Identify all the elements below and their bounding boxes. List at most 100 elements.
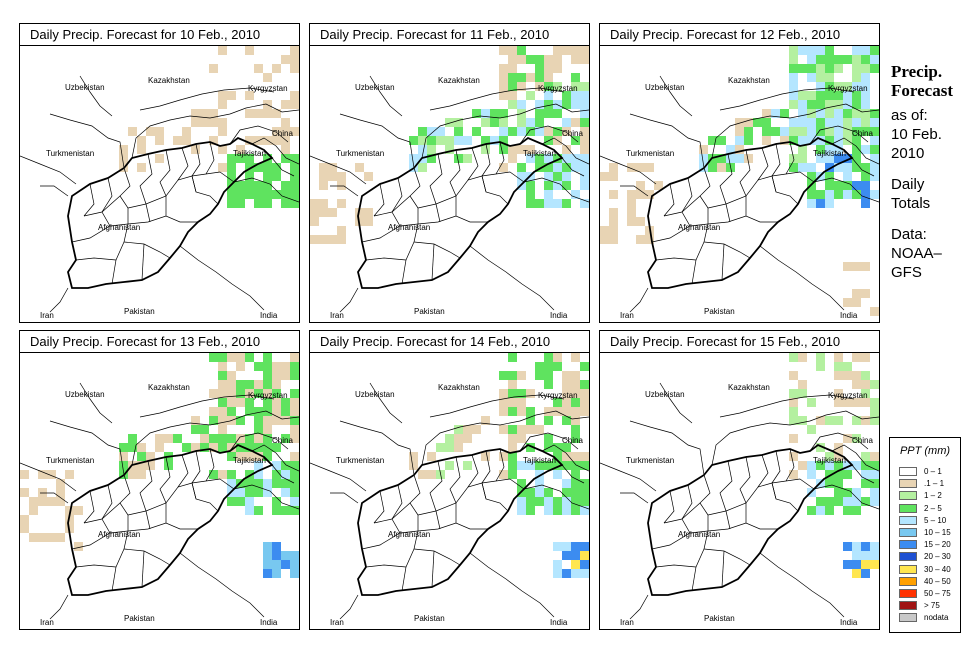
precip-cell — [200, 425, 209, 434]
precip-cell — [254, 425, 263, 434]
precip-cell — [553, 82, 562, 91]
precip-cell — [236, 353, 245, 362]
precip-cell — [281, 371, 290, 380]
boundary-line — [495, 141, 505, 175]
precip-cell — [843, 470, 852, 479]
precip-cell — [834, 416, 843, 425]
panel-title: Daily Precip. Forecast for 13 Feb., 2010 — [20, 331, 299, 353]
precip-cell — [290, 398, 299, 407]
precip-cell — [146, 127, 155, 136]
boundary-line — [159, 149, 171, 197]
precip-cell — [571, 91, 580, 100]
precip-cell — [834, 55, 843, 64]
precip-cell — [463, 154, 472, 163]
boundary-line — [127, 478, 221, 516]
panel-title: Daily Precip. Forecast for 11 Feb., 2010 — [310, 24, 589, 46]
precip-cell — [200, 434, 209, 443]
country-label-turkmenistan: Turkmenistan — [46, 456, 94, 465]
boundary-line — [219, 478, 235, 490]
precip-cell — [535, 73, 544, 82]
precip-cell — [218, 353, 227, 362]
precip-cell — [47, 470, 56, 479]
precip-cell — [544, 127, 553, 136]
precip-cell — [463, 434, 472, 443]
boundary-line — [813, 177, 879, 203]
precip-cell — [861, 353, 870, 362]
boundary-line — [629, 287, 649, 313]
boundary-line — [449, 456, 461, 504]
precip-cell — [861, 289, 870, 298]
precip-cell — [789, 407, 798, 416]
precip-cell — [571, 46, 580, 55]
precip-cell — [816, 46, 825, 55]
boundary-line — [809, 125, 869, 145]
boundary-line — [691, 515, 709, 592]
precip-cell — [182, 443, 191, 452]
precip-cell — [454, 443, 463, 452]
precip-cell — [38, 488, 47, 497]
precip-cell — [798, 118, 807, 127]
precip-cell — [843, 362, 852, 371]
precip-cell — [861, 380, 870, 389]
precip-cell — [580, 163, 589, 172]
country-label-kazakhstan: Kazakhstan — [148, 76, 190, 85]
data-source-2: GFS — [891, 264, 922, 281]
precip-cell — [281, 461, 290, 470]
precip-cell — [708, 136, 717, 145]
precip-cell — [427, 452, 436, 461]
legend-label: 15 – 20 — [924, 540, 951, 550]
precip-cell — [807, 64, 816, 73]
precip-cell — [580, 136, 589, 145]
precip-cell — [535, 82, 544, 91]
precip-cell — [290, 190, 299, 199]
sidebar-title-2: Forecast — [891, 81, 953, 100]
boundary-line — [20, 462, 77, 492]
precip-cell — [508, 389, 517, 398]
precip-cell — [227, 443, 236, 452]
precip-cell — [119, 443, 128, 452]
precip-cell — [137, 145, 146, 154]
precip-cell — [526, 389, 535, 398]
precip-cell — [290, 64, 299, 73]
precip-cell — [870, 470, 879, 479]
precip-cell — [852, 461, 861, 470]
precip-cell — [227, 479, 236, 488]
boundary-line — [831, 137, 879, 165]
boundary-line — [49, 113, 125, 169]
precip-cell — [526, 425, 535, 434]
legend-label: 20 – 30 — [924, 552, 951, 562]
legend-swatch — [899, 540, 917, 550]
precip-cell — [825, 163, 834, 172]
precip-map: Uzbekistan Kazakhstan Kyrgyzstan China Turkm… — [310, 46, 589, 322]
precip-cell — [254, 479, 263, 488]
boundary-line — [339, 594, 359, 620]
precip-cell — [852, 82, 861, 91]
totals-label-1: Daily — [891, 176, 925, 193]
boundary-line — [759, 245, 845, 311]
boundary-line — [467, 454, 479, 488]
precip-cell — [562, 172, 571, 181]
precip-cell — [508, 127, 517, 136]
boundary-line — [233, 177, 299, 203]
precip-cell — [364, 172, 373, 181]
precip-cell — [137, 470, 146, 479]
precip-cell — [29, 533, 38, 542]
sidebar-title-1: Precip. — [891, 62, 943, 81]
precip-cell — [580, 389, 589, 398]
boundary-line — [681, 484, 693, 534]
precip-cell — [544, 434, 553, 443]
boundary-line — [851, 464, 875, 484]
precip-cells — [409, 353, 589, 578]
precip-cell — [526, 407, 535, 416]
precip-cell — [499, 425, 508, 434]
precip-cell — [209, 353, 218, 362]
precip-cell — [580, 172, 589, 181]
country-label-kyrgyzstan: Kyrgyzstan — [538, 84, 578, 93]
boundary-line — [699, 474, 711, 516]
country-label-kazakhstan: Kazakhstan — [438, 76, 480, 85]
precip-cell — [834, 488, 843, 497]
precip-cell — [218, 163, 227, 172]
boundary-line — [83, 183, 95, 217]
precip-cell — [834, 398, 843, 407]
precip-cell — [481, 416, 490, 425]
